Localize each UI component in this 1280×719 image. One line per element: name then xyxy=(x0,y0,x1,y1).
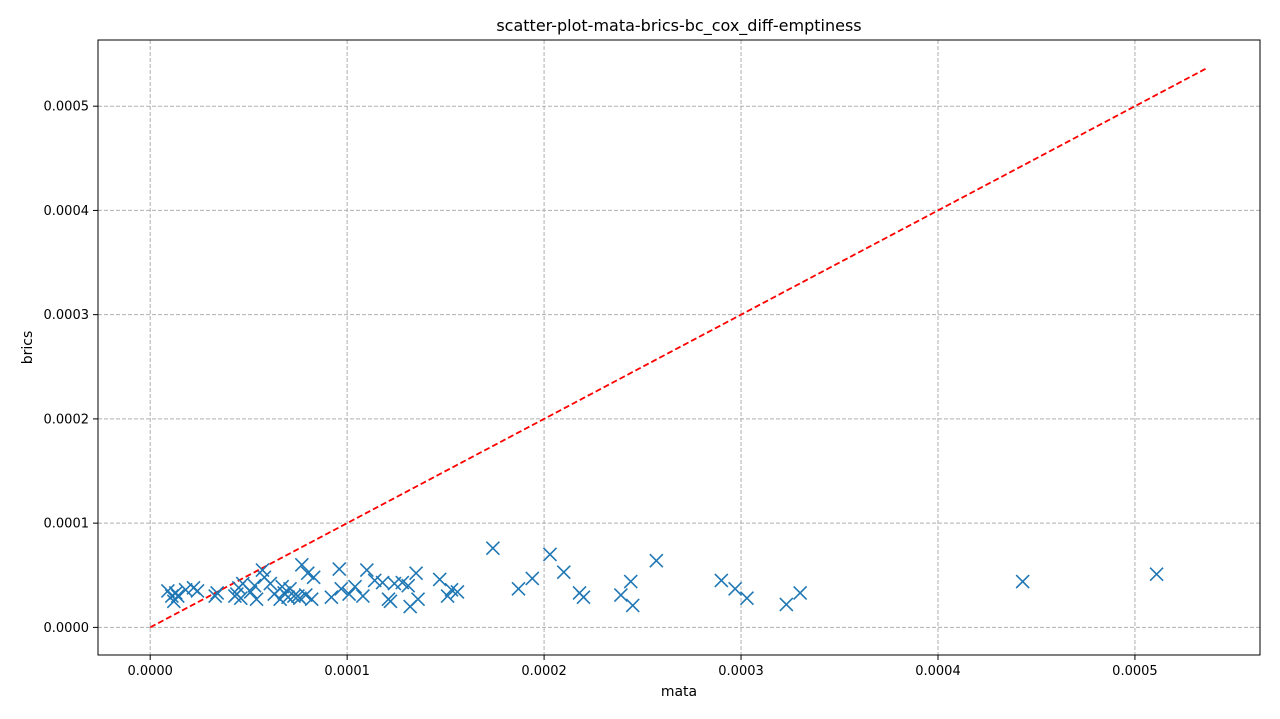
data-point xyxy=(525,571,540,586)
data-point xyxy=(625,598,640,613)
data-point xyxy=(355,589,370,604)
data-point xyxy=(247,578,262,593)
plot-frame xyxy=(97,39,1261,656)
y-tick-label: 0.0000 xyxy=(44,621,90,636)
data-point xyxy=(359,562,374,578)
grid-lines xyxy=(98,40,1260,655)
data-point xyxy=(306,570,321,585)
data-point xyxy=(367,573,382,588)
data-point xyxy=(233,591,248,606)
data-point xyxy=(243,584,258,600)
y-tick-label: 0.0005 xyxy=(44,100,90,115)
data-point xyxy=(440,589,455,604)
y-tick-label: 0.0002 xyxy=(44,412,90,427)
data-point xyxy=(294,557,309,572)
reference-line-group xyxy=(149,66,1209,629)
data-point xyxy=(401,578,416,593)
data-point xyxy=(485,541,500,556)
data-point xyxy=(304,592,319,607)
chart-title: scatter-plot-mata-brics-bc_cox_diff-empt… xyxy=(496,16,861,36)
data-point xyxy=(332,561,347,577)
data-points xyxy=(160,541,1164,614)
data-point xyxy=(613,587,628,603)
data-point xyxy=(450,584,465,600)
data-point xyxy=(298,587,313,603)
data-point xyxy=(714,573,729,588)
x-tick-label: 0.0004 xyxy=(915,664,961,679)
data-point xyxy=(556,565,571,580)
data-point xyxy=(623,574,638,589)
data-point xyxy=(739,591,755,606)
data-point xyxy=(1015,574,1030,589)
data-point xyxy=(383,594,398,609)
data-point xyxy=(779,597,794,612)
data-point xyxy=(324,590,339,605)
x-tick-label: 0.0002 xyxy=(521,664,567,679)
reference-line xyxy=(149,66,1209,629)
y-tick-label: 0.0001 xyxy=(44,517,90,532)
data-point xyxy=(1149,567,1164,582)
x-axis-ticks: 0.0000 0.0001 0.0002 0.0003 0.0004 0.0005 xyxy=(127,655,1158,679)
data-point xyxy=(334,581,349,596)
data-point xyxy=(347,579,363,594)
data-point xyxy=(728,581,743,596)
data-point xyxy=(542,547,558,562)
data-point xyxy=(410,592,426,607)
data-point xyxy=(168,585,183,601)
data-point xyxy=(511,581,526,596)
data-point xyxy=(208,589,223,604)
y-axis-ticks: 0.0000 0.0001 0.0002 0.0003 0.0004 0.0005 xyxy=(44,100,98,636)
y-tick-label: 0.0004 xyxy=(44,204,90,219)
data-point xyxy=(576,590,591,605)
data-point xyxy=(432,572,447,587)
x-tick-label: 0.0001 xyxy=(324,664,370,679)
data-point xyxy=(300,566,315,581)
data-point xyxy=(263,576,278,591)
data-point xyxy=(170,589,185,604)
x-tick-label: 0.0005 xyxy=(1112,664,1158,679)
data-point xyxy=(342,586,357,602)
data-point xyxy=(793,585,808,601)
x-tick-label: 0.0003 xyxy=(718,664,764,679)
data-point xyxy=(178,582,193,597)
data-point xyxy=(249,592,264,607)
data-point xyxy=(210,585,225,601)
data-point xyxy=(409,566,424,581)
y-axis-label: brics xyxy=(20,331,36,365)
data-point xyxy=(649,553,664,568)
data-point xyxy=(190,583,205,598)
x-tick-label: 0.0000 xyxy=(127,664,173,679)
x-axis-label: mata xyxy=(661,684,697,700)
y-tick-label: 0.0003 xyxy=(44,308,90,323)
data-point xyxy=(375,575,390,590)
